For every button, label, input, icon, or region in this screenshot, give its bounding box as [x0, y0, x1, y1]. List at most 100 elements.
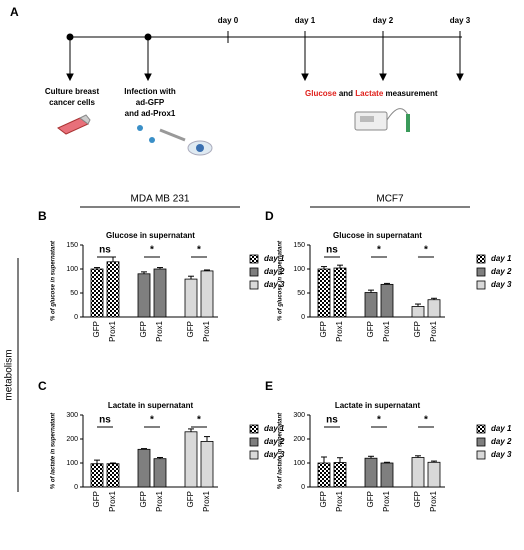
x-tick-label: GFP: [92, 321, 101, 337]
significance-label: *: [150, 415, 154, 426]
step-label: Culture breast: [45, 87, 100, 96]
bar: [317, 462, 331, 488]
panel-letter: E: [265, 379, 273, 393]
step-label: cancer cells: [49, 98, 95, 107]
measurement: measurement: [386, 89, 438, 98]
legend-swatch: [249, 450, 259, 460]
x-tick-label: GFP: [319, 491, 328, 507]
bar: [184, 431, 198, 488]
legend-swatch: [476, 267, 486, 277]
bar: [106, 463, 120, 488]
x-tick-label: GFP: [186, 491, 195, 507]
glucose: Glucose: [305, 89, 337, 98]
panel-letter: C: [38, 379, 47, 393]
y-axis-label: % of lactate in supernatant: [51, 412, 57, 489]
y-tick-label: 0: [301, 314, 305, 321]
legend-swatch: [249, 437, 259, 447]
bar: [137, 448, 151, 488]
bar: [427, 299, 441, 318]
chart-title: Lactate in supernatant: [335, 401, 421, 410]
y-tick-label: 0: [301, 484, 305, 491]
legend-swatch: [249, 280, 259, 290]
legend-label: day 1: [264, 424, 285, 433]
timeline-dot: [66, 33, 74, 41]
bar: [90, 463, 104, 488]
bar: [411, 306, 425, 318]
panel-letter: A: [10, 5, 19, 19]
column-header: MDA MB 231: [131, 194, 190, 205]
x-tick-label: GFP: [413, 321, 422, 337]
bar: [333, 267, 347, 318]
significance-label: ns: [99, 245, 111, 256]
day-label: day 3: [450, 16, 471, 25]
panel-letter: D: [265, 209, 274, 223]
x-tick-label: GFP: [186, 321, 195, 337]
significance-label: ns: [99, 415, 111, 426]
device-icon: [354, 108, 410, 132]
legend-label: day 3: [491, 280, 512, 289]
legend-swatch: [249, 424, 259, 434]
y-tick-label: 0: [74, 484, 78, 491]
legend-swatch: [249, 254, 259, 264]
x-tick-label: Prox1: [335, 490, 344, 511]
step-label: ad-GFP: [136, 98, 165, 107]
y-tick-label: 300: [66, 412, 78, 419]
bar: [427, 461, 441, 488]
x-tick-label: Prox1: [429, 490, 438, 511]
y-tick-label: 100: [293, 266, 305, 273]
x-tick-label: Prox1: [382, 320, 391, 341]
y-tick-label: 150: [66, 242, 78, 249]
legend-label: day 3: [264, 450, 285, 459]
legend-swatch: [476, 450, 486, 460]
y-tick-label: 200: [66, 436, 78, 443]
bar: [200, 270, 214, 318]
x-tick-label: GFP: [139, 491, 148, 507]
significance-label: *: [197, 245, 201, 256]
legend-label: day 3: [264, 280, 285, 289]
measure-label: Glucose and Lactate measurement: [305, 89, 438, 98]
legend-swatch: [476, 437, 486, 447]
bar: [333, 462, 347, 488]
y-tick-label: 50: [297, 290, 305, 297]
x-tick-label: Prox1: [382, 490, 391, 511]
x-tick-label: Prox1: [155, 320, 164, 341]
legend-label: day 3: [491, 450, 512, 459]
bar: [106, 261, 120, 318]
significance-label: *: [197, 415, 201, 426]
timeline-ticks: [227, 31, 461, 43]
x-tick-label: GFP: [92, 491, 101, 507]
arrows: [66, 40, 464, 82]
bar: [317, 268, 331, 318]
significance-label: ns: [326, 245, 338, 256]
bar: [411, 457, 425, 488]
x-tick-label: Prox1: [155, 490, 164, 511]
y-tick-label: 300: [293, 412, 305, 419]
significance-label: *: [424, 415, 428, 426]
legend-label: day 2: [264, 437, 285, 446]
significance-label: ns: [326, 415, 338, 426]
panel-letter: B: [38, 209, 47, 223]
virus-icon: [137, 125, 213, 156]
legend-label: day 2: [264, 267, 285, 276]
and: and: [339, 89, 353, 98]
y-tick-label: 50: [70, 290, 78, 297]
y-axis-label: % of lactate in supernatant: [278, 412, 284, 489]
significance-label: *: [377, 415, 381, 426]
chart-title: Lactate in supernatant: [108, 401, 194, 410]
x-tick-label: GFP: [366, 321, 375, 337]
y-tick-label: 100: [293, 460, 305, 467]
x-tick-label: Prox1: [335, 320, 344, 341]
significance-label: *: [424, 245, 428, 256]
x-tick-label: GFP: [366, 491, 375, 507]
day-label: day 2: [373, 16, 394, 25]
step-label: Infection with: [124, 87, 176, 96]
legend-label: day 1: [264, 254, 285, 263]
x-tick-label: GFP: [413, 491, 422, 507]
bar: [364, 457, 378, 488]
bar: [153, 268, 167, 318]
day-label: day 0: [218, 16, 239, 25]
y-tick-label: 200: [293, 436, 305, 443]
timeline-dot: [144, 33, 152, 41]
legend-label: day 1: [491, 424, 512, 433]
